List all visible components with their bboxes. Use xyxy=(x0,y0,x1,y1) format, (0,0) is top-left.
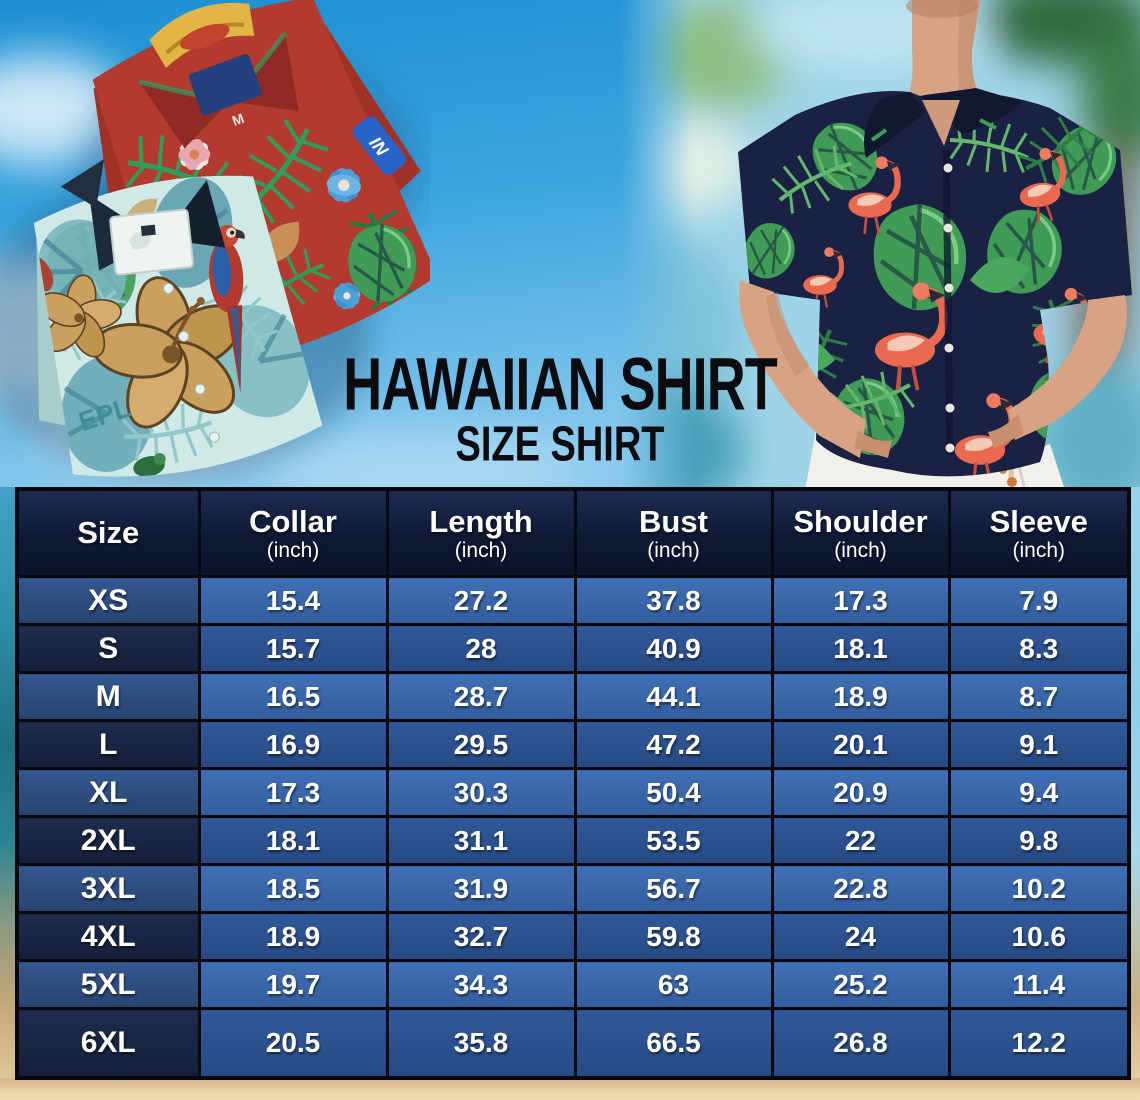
column-header-size: Size xyxy=(15,487,201,578)
size-cell: 5XL xyxy=(15,959,201,1010)
value-cell: 25.2 xyxy=(770,959,951,1010)
column-header-sleeve: Sleeve (inch) xyxy=(947,487,1131,578)
value-cell: 47.2 xyxy=(573,719,774,770)
value-cell: 31.9 xyxy=(385,863,577,914)
value-cell: 66.5 xyxy=(573,1007,774,1079)
size-cell: L xyxy=(15,719,201,770)
value-cell: 16.9 xyxy=(197,719,389,770)
table-row-s: S 15.7 28 40.9 18.1 8.3 xyxy=(15,623,1131,674)
header-row: Size Collar (inch) Length (inch) Bust (inch) Sh… xyxy=(15,487,1131,578)
value-cell: 63 xyxy=(573,959,774,1010)
value-cell: 18.1 xyxy=(770,623,951,674)
value-cell: 15.4 xyxy=(197,575,389,626)
column-header-collar: Collar (inch) xyxy=(197,487,389,578)
value-cell: 17.3 xyxy=(770,575,951,626)
value-cell: 50.4 xyxy=(573,767,774,818)
table-body: XS 15.4 27.2 37.8 17.3 7.9 S 15.7 28 40.9 18.1 8.3 M… xyxy=(15,575,1131,1079)
model-arms xyxy=(739,280,1127,458)
value-cell: 18.1 xyxy=(197,815,389,866)
value-cell: 28.7 xyxy=(385,671,577,722)
value-cell: 24 xyxy=(770,911,951,962)
value-cell: 40.9 xyxy=(573,623,774,674)
value-cell: 30.3 xyxy=(385,767,577,818)
model-photo xyxy=(620,0,1140,490)
size-cell: 6XL xyxy=(15,1007,201,1079)
table-row-l: L 16.9 29.5 47.2 20.1 9.1 xyxy=(15,719,1131,770)
table-row-xs: XS 15.4 27.2 37.8 17.3 7.9 xyxy=(15,575,1131,626)
hibiscus-print xyxy=(92,276,243,429)
column-header-shoulder: Shoulder (inch) xyxy=(770,487,951,578)
value-cell: 12.2 xyxy=(947,1007,1131,1079)
model-shirt xyxy=(738,88,1132,477)
title-block: HAWAIIAN SHIRT SIZE SHIRT xyxy=(318,342,802,468)
table-row-5xl: 5XL 19.7 34.3 63 25.2 11.4 xyxy=(15,959,1131,1010)
value-cell: 22.8 xyxy=(770,863,951,914)
folded-shirts-photo: M IN xyxy=(0,0,430,480)
brand-patch: IN xyxy=(352,116,407,176)
value-cell: 7.9 xyxy=(947,575,1131,626)
value-cell: 8.3 xyxy=(947,623,1131,674)
value-cell: 22 xyxy=(770,815,951,866)
size-cell: XS xyxy=(15,575,201,626)
sand-strip xyxy=(0,1078,1140,1100)
size-chart-table: Size Collar (inch) Length (inch) Bust (inch) Sh… xyxy=(15,487,1131,1080)
value-cell: 29.5 xyxy=(385,719,577,770)
teal-shirt: EPL xyxy=(23,159,323,477)
value-cell: 31.1 xyxy=(385,815,577,866)
hero-banner: M IN xyxy=(0,0,1140,490)
column-header-bust: Bust (inch) xyxy=(573,487,774,578)
table-row-m: M 16.5 28.7 44.1 18.9 8.7 xyxy=(15,671,1131,722)
value-cell: 18.9 xyxy=(197,911,389,962)
table-row-4xl: 4XL 18.9 32.7 59.8 24 10.6 xyxy=(15,911,1131,962)
size-cell: XL xyxy=(15,767,201,818)
value-cell: 20.1 xyxy=(770,719,951,770)
table-row-xl: XL 17.3 30.3 50.4 20.9 9.4 xyxy=(15,767,1131,818)
value-cell: 15.7 xyxy=(197,623,389,674)
chest-pocket xyxy=(109,208,194,276)
table-row-6xl: 6XL 20.5 35.8 66.5 26.8 12.2 xyxy=(15,1007,1131,1079)
value-cell: 9.1 xyxy=(947,719,1131,770)
value-cell: 35.8 xyxy=(385,1007,577,1079)
value-cell: 28 xyxy=(385,623,577,674)
value-cell: 20.9 xyxy=(770,767,951,818)
table-header: Size Collar (inch) Length (inch) Bust (inch) Sh… xyxy=(15,487,1131,578)
value-cell: 53.5 xyxy=(573,815,774,866)
value-cell: 59.8 xyxy=(573,911,774,962)
value-cell: 56.7 xyxy=(573,863,774,914)
parrot-print xyxy=(209,225,245,394)
value-cell: 9.8 xyxy=(947,815,1131,866)
value-cell: 44.1 xyxy=(573,671,774,722)
value-cell: 17.3 xyxy=(197,767,389,818)
table-row-2xl: 2XL 18.1 31.1 53.5 22 9.8 xyxy=(15,815,1131,866)
column-header-length: Length (inch) xyxy=(385,487,577,578)
shirt-buttons xyxy=(943,163,955,453)
value-cell: 20.5 xyxy=(197,1007,389,1079)
value-cell: 11.4 xyxy=(947,959,1131,1010)
size-cell: 4XL xyxy=(15,911,201,962)
value-cell: 16.5 xyxy=(197,671,389,722)
size-tag-text: M xyxy=(230,110,246,129)
page-subtitle: SIZE SHIRT xyxy=(455,417,665,472)
value-cell: 34.3 xyxy=(385,959,577,1010)
value-cell: 19.7 xyxy=(197,959,389,1010)
value-cell: 8.7 xyxy=(947,671,1131,722)
value-cell: 26.8 xyxy=(770,1007,951,1079)
value-cell: 18.5 xyxy=(197,863,389,914)
page-title: HAWAIIAN SHIRT xyxy=(343,342,777,427)
value-cell: 37.8 xyxy=(573,575,774,626)
neck-label xyxy=(188,53,263,116)
value-cell: 18.9 xyxy=(770,671,951,722)
value-cell: 10.6 xyxy=(947,911,1131,962)
table-row-3xl: 3XL 18.5 31.9 56.7 22.8 10.2 xyxy=(15,863,1131,914)
size-cell: 2XL xyxy=(15,815,201,866)
value-cell: 10.2 xyxy=(947,863,1131,914)
value-cell: 27.2 xyxy=(385,575,577,626)
value-cell: 32.7 xyxy=(385,911,577,962)
size-cell: S xyxy=(15,623,201,674)
left-photo-sliver xyxy=(0,487,16,1100)
size-cell: 3XL xyxy=(15,863,201,914)
size-cell: M xyxy=(15,671,201,722)
value-cell: 9.4 xyxy=(947,767,1131,818)
